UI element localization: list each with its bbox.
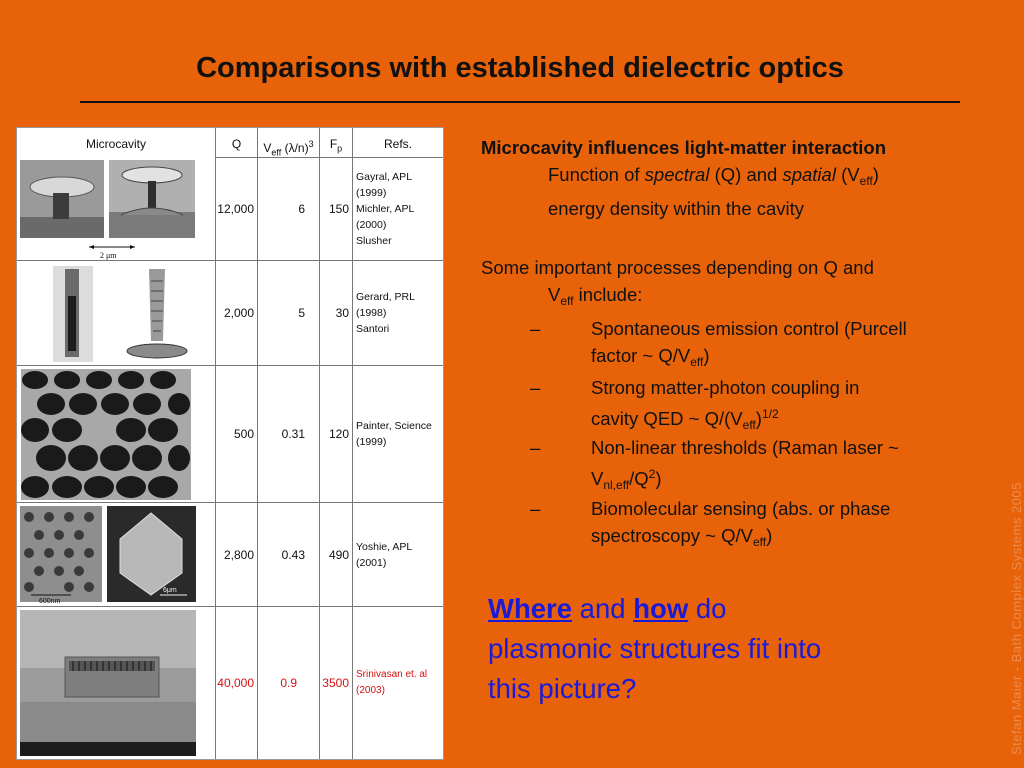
table-row: 2,000 5 30 Gerard, PRL (1998) Santori [17,261,443,366]
ref-line: Srinivasan et. al (2003) [356,669,428,696]
micropillar-sem-image [17,261,216,365]
cell-fp: 150 [320,157,353,260]
cell-veff: 0.31 [258,366,320,502]
bullet-item: – Spontaneous emission control (Purcell f… [530,318,907,369]
table-row: 600nm 6μm 2,800 0.43 490 Yoshie, APL (20… [17,503,443,607]
function-text: Function of spectral (Q) and spatial (Ve… [548,164,879,219]
ref-line: Slusher [356,234,392,247]
ref-line: Painter, Science (1999) [356,420,432,448]
cell-refs: Gerard, PRL (1998) Santori [353,261,443,365]
bullet-item: – Strong matter-photon coupling in cavity… [530,377,860,432]
cell-veff: 0.9 [258,607,320,759]
cell-fp: 120 [320,366,353,502]
table-row: 500 0.31 120 Painter, Science (1999) [17,366,443,503]
cell-fp: 490 [320,503,353,606]
comparison-table: Microcavity Q Veff (λ/n)3 Fp Refs. 2 μm [16,127,444,760]
author-watermark: Stefan Maier - Bath Complex Systems 2005 [1009,482,1024,755]
how-word: how [633,593,689,624]
cell-veff: 0.43 [258,503,320,606]
scale-bar-label: 2 μm [100,251,117,260]
cell-fp: 3500 [320,607,353,759]
cell-veff: 5 [258,261,320,365]
cell-q: 12,000 [216,157,258,260]
where-word: Where [488,593,573,624]
header-fp: Fp [320,128,353,157]
ref-line: Yoshie, APL (2001) [356,540,412,569]
microdisk-sem-image: 2 μm [17,157,216,260]
cell-q: 40,000 [216,607,258,759]
ref-line: Gayral, APL (1999) [356,170,412,199]
cell-q: 2,000 [216,261,258,365]
header-veff: Veff (λ/n)3 [258,128,320,157]
title-underline [80,101,960,103]
cell-refs: Painter, Science (1999) [353,366,443,502]
slide-title: Comparisons with established dielectric … [196,52,844,84]
cell-refs: Yoshie, APL (2001) [353,503,443,606]
ref-line: Santori [356,323,390,335]
scale-bar-label: 6μm [163,587,177,594]
header-microcavity: Microcavity [17,128,216,157]
header-q: Q [216,128,258,157]
bullet-item: – Biomolecular sensing (abs. or phase spe… [530,498,891,549]
photonic-crystal-cavity-sem-image: 600nm 6μm [17,503,216,606]
header-refs: Refs. [383,137,412,151]
plasmonic-question: Where and how do plasmonic structures fi… [488,593,822,704]
cell-veff: 6 [258,157,320,260]
cell-refs: Gayral, APL (1999) Michler, APL (2000) S… [353,157,443,260]
scale-bar-label: 600nm [39,598,61,605]
cell-fp: 30 [320,261,353,365]
nanobeam-cavity-sem-image [17,607,216,759]
cell-q: 500 [216,366,258,502]
photonic-crystal-sem-image [17,366,216,502]
processes-intro: Some important processes depending on Q … [481,257,874,308]
ref-line: Michler, APL (2000) [356,202,414,231]
table-row: 2 μm 12,000 6 150 Gayral, APL (1999) Mic… [17,157,443,261]
section-heading: Microcavity influences light-matter inte… [481,137,887,158]
ref-line: Gerard, PRL (1998) [356,291,415,319]
bullet-item: – Non-linear thresholds (Raman laser ~ Vn… [530,437,899,492]
table-header: Microcavity Q Veff (λ/n)3 Fp Refs. [17,128,443,158]
table-row: 40,000 0.9 3500 Srinivasan et. al (2003) [17,607,443,759]
cell-refs: Srinivasan et. al (2003) [353,607,443,759]
cell-q: 2,800 [216,503,258,606]
